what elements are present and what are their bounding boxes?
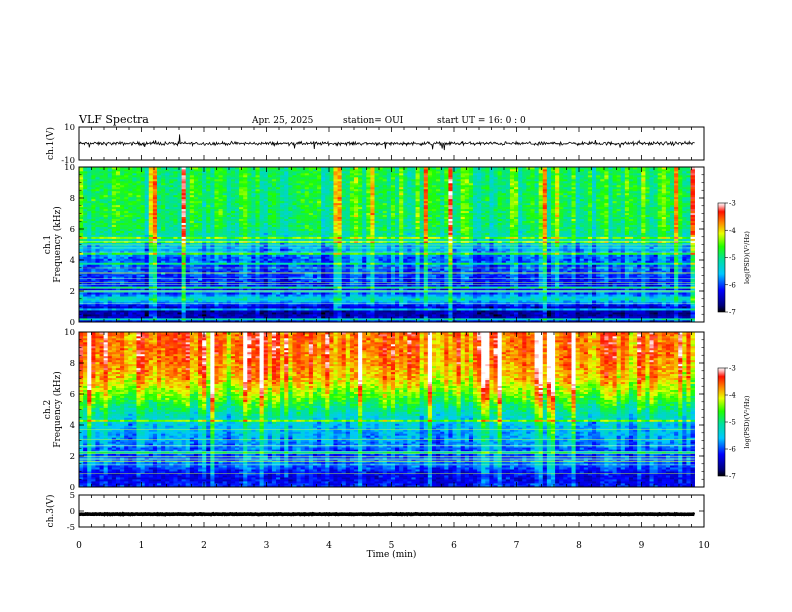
x-tick-label: 6: [451, 541, 457, 551]
colorbar-tick-label: -3: [729, 200, 736, 208]
y-tick-label: 4: [70, 421, 75, 431]
y-tick-label: 5: [70, 491, 75, 501]
x-tick-label: 4: [326, 541, 332, 551]
date-label: Apr. 25, 2025: [251, 116, 314, 126]
ch1-spectrogram-panel: 0 2 4 6 8 10 ch.1 Frequency (kHz): [43, 163, 704, 328]
start-time-label: start UT = 16: 0 : 0: [437, 116, 526, 126]
y-tick-label: 2: [70, 287, 75, 297]
y-tick-label: 10: [64, 123, 75, 133]
waveform-trace: [79, 134, 695, 150]
waveform-line: [79, 514, 695, 515]
y-axis-label: ch.3(V): [45, 495, 56, 528]
y-tick-label: 2: [70, 452, 75, 462]
colorbar-tick-label: -6: [729, 281, 736, 289]
x-axis-label: Time (min): [367, 549, 417, 560]
y-tick-label: 0: [70, 507, 75, 517]
spectrogram-image: [79, 332, 695, 487]
y-axis-label: ch.1: [43, 235, 53, 254]
waveform-line: [79, 134, 695, 150]
x-tick-label: 10: [698, 541, 710, 551]
colorbar-tick-label: -4: [729, 227, 736, 235]
ch3-waveform-panel: 5 0 -5 ch.3(V): [45, 491, 704, 533]
y-tick-label: 10: [64, 328, 75, 338]
y-axis-label: ch.2: [43, 400, 53, 419]
colorbar: [718, 203, 725, 312]
colorbar-label: log(PSD)(V²/Hz): [743, 395, 751, 448]
x-tick-label: 9: [639, 541, 645, 551]
y-tick-label: -5: [67, 523, 75, 533]
colorbar-label: log(PSD)(V²/Hz): [743, 231, 751, 284]
y-axis-label: ch.1(V): [45, 127, 56, 160]
x-tick-label: 3: [264, 541, 270, 551]
x-tick-label: 8: [576, 541, 582, 551]
figure-title: VLF Spectra: [78, 113, 149, 126]
x-tick-label: 1: [139, 541, 145, 551]
y-tick-label: 6: [70, 225, 75, 235]
x-tick-label: 7: [514, 541, 520, 551]
y-axis-label: Frequency (kHz): [52, 206, 63, 283]
y-axis-label: Frequency (kHz): [52, 371, 63, 448]
y-tick-label: 4: [70, 256, 75, 266]
colorbar: [718, 368, 725, 476]
y-tick-label: 8: [70, 359, 75, 369]
y-tick-label: 8: [70, 194, 75, 204]
waveform-trace: [79, 514, 695, 515]
colorbar-tick-label: -7: [729, 473, 736, 481]
colorbar-tick-label: -3: [729, 365, 736, 373]
colorbar-tick-label: -7: [729, 309, 736, 317]
x-tick-label: 0: [76, 541, 82, 551]
colorbar-tick-label: -4: [729, 392, 736, 400]
station-label: station= OUI: [343, 116, 404, 126]
colorbar-tick-label: -5: [729, 254, 736, 262]
colorbar-tick-label: -6: [729, 446, 736, 454]
y-tick-label: 10: [64, 163, 75, 173]
y-tick-label: 6: [70, 390, 75, 400]
colorbar-tick-label: -5: [729, 419, 736, 427]
spectrogram-image: [79, 167, 695, 322]
colorbars: -3 -4 -5 -6 -7 log(PSD)(V²/Hz) -3 -4 -5 -6 -7 log(P…: [718, 200, 751, 481]
y-tick-label: 0: [70, 318, 75, 328]
x-tick-label: 2: [201, 541, 207, 551]
